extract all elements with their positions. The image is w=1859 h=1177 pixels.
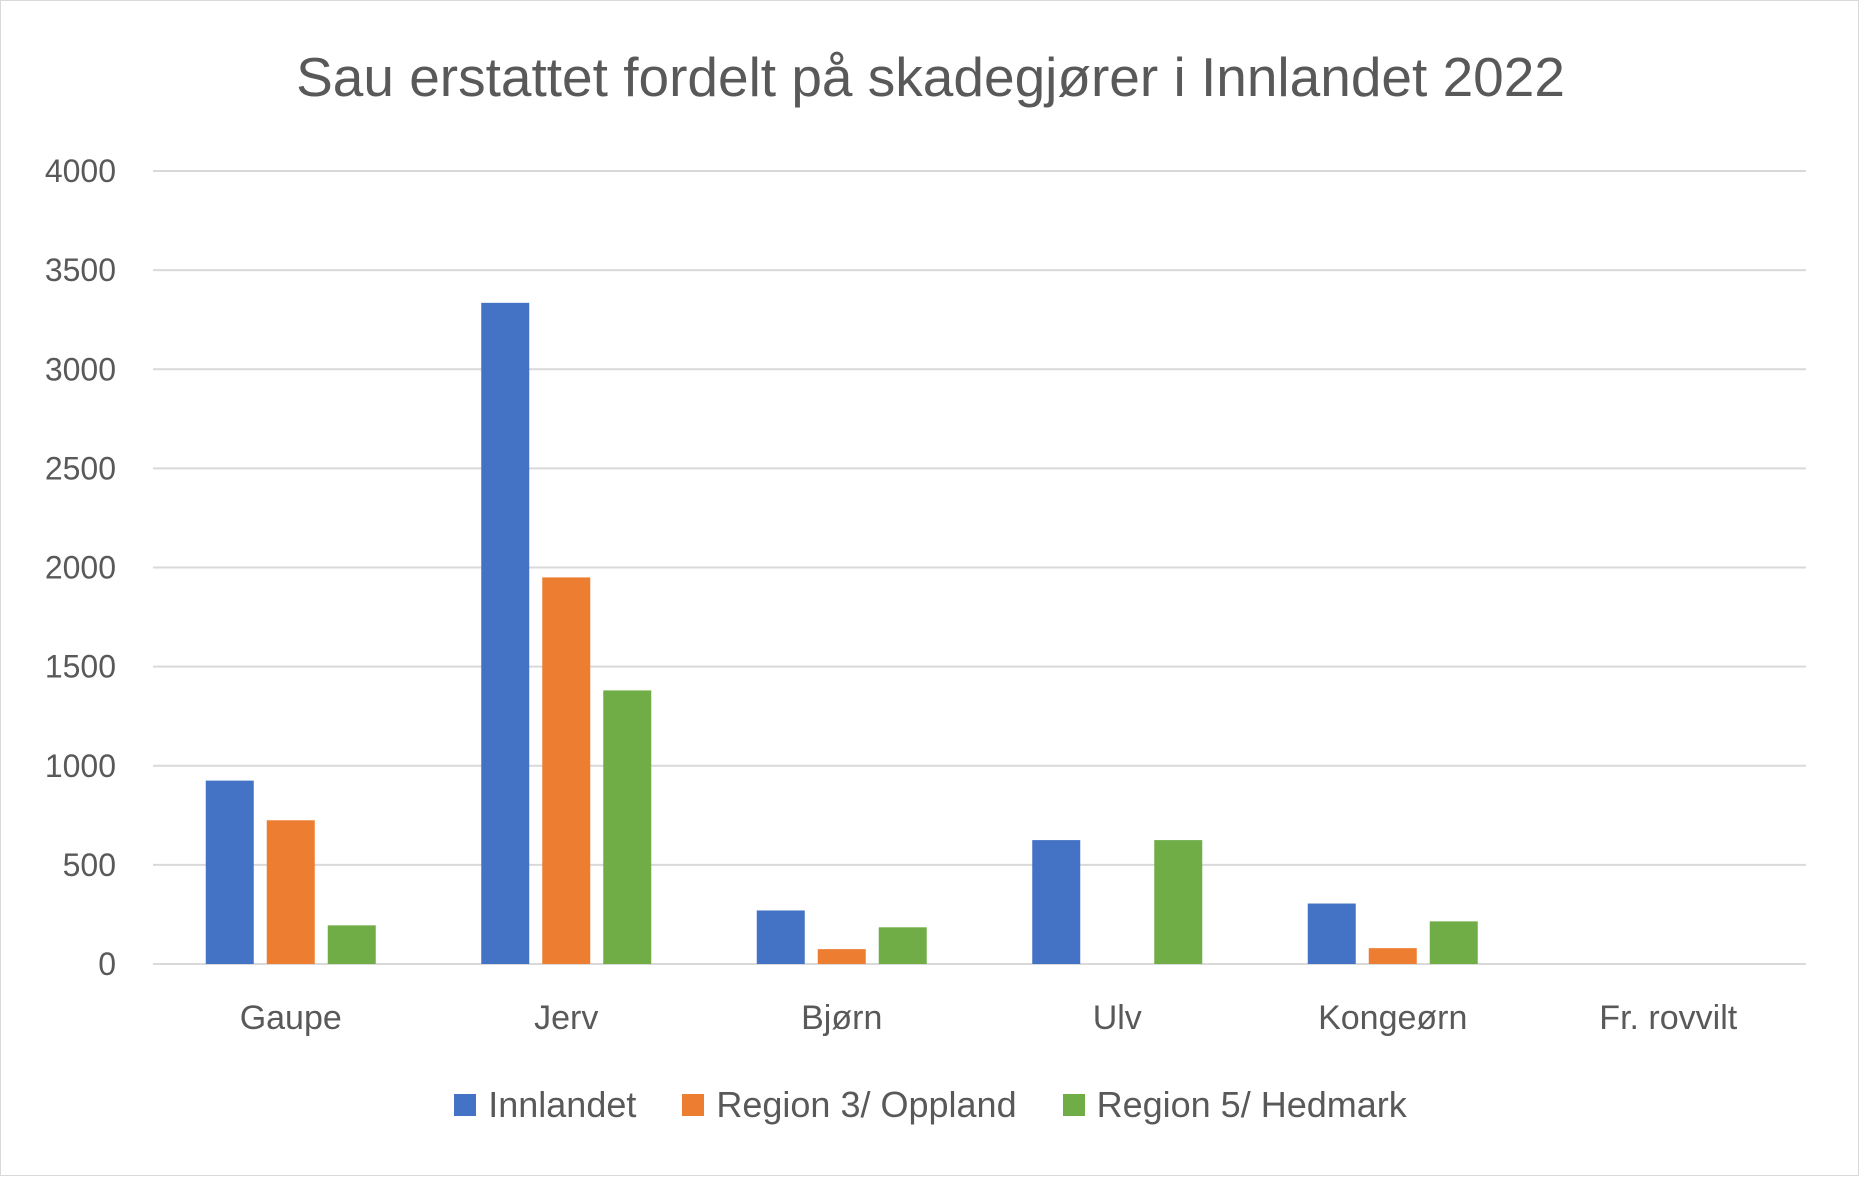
bar-kongeørn-series-2 xyxy=(1429,921,1478,964)
legend-item-innlandet: Innlandet xyxy=(454,1084,636,1126)
bar-jerv-series-2 xyxy=(603,690,652,964)
y-tick-label: 3500 xyxy=(45,252,116,288)
bar-jerv-series-0 xyxy=(481,302,530,964)
legend-item-hedmark: Region 5/ Hedmark xyxy=(1062,1084,1407,1126)
bar-kongeørn-series-1 xyxy=(1368,948,1417,964)
x-category-label: Bjørn xyxy=(801,999,882,1037)
bar-ulv-series-0 xyxy=(1032,840,1081,964)
bar-gaupe-series-0 xyxy=(205,780,254,964)
legend-label-oppland: Region 3/ Oppland xyxy=(716,1084,1017,1125)
y-tick-label: 4000 xyxy=(45,153,116,189)
bar-bjørn-series-0 xyxy=(756,910,805,964)
bar-bjørn-series-1 xyxy=(817,949,866,964)
x-axis-labels: Gaupe Jerv Bjørn Ulv Kongeørn Fr. rovvilt xyxy=(240,999,1738,1037)
bar-gaupe-series-1 xyxy=(266,820,315,964)
chart-title: Sau erstattet fordelt på skadegjører i I… xyxy=(296,46,1565,108)
legend-swatch-hedmark xyxy=(1062,1094,1085,1116)
y-axis-ticks: 0 500 1000 1500 2000 2500 3000 3500 4000 xyxy=(45,153,116,982)
bar-ulv-series-2 xyxy=(1154,840,1203,964)
y-tick-label: 1500 xyxy=(45,649,116,685)
bars xyxy=(205,302,1478,964)
bar-gaupe-series-2 xyxy=(327,925,376,964)
bar-bjørn-series-2 xyxy=(878,927,927,964)
legend-swatch-innlandet xyxy=(454,1094,477,1116)
x-category-label: Kongeørn xyxy=(1318,999,1467,1037)
y-tick-label: 2000 xyxy=(45,550,116,586)
bar-kongeørn-series-0 xyxy=(1307,903,1356,964)
y-tick-label: 2500 xyxy=(45,450,116,486)
legend: Innlandet Region 3/ Oppland Region 5/ He… xyxy=(1,1084,1859,1126)
y-tick-label: 3000 xyxy=(45,351,116,387)
x-category-label: Fr. rovvilt xyxy=(1599,999,1737,1037)
gridlines xyxy=(153,170,1806,965)
x-category-label: Ulv xyxy=(1093,999,1142,1037)
legend-label-innlandet: Innlandet xyxy=(488,1084,637,1125)
y-tick-label: 1000 xyxy=(45,748,116,784)
legend-label-hedmark: Region 5/ Hedmark xyxy=(1096,1084,1407,1125)
bar-jerv-series-1 xyxy=(542,577,591,964)
x-category-label: Gaupe xyxy=(240,999,342,1037)
legend-item-oppland: Region 3/ Oppland xyxy=(682,1084,1017,1126)
y-tick-label: 500 xyxy=(63,847,116,883)
y-tick-label: 0 xyxy=(98,946,116,982)
x-category-label: Jerv xyxy=(534,999,598,1037)
legend-swatch-oppland xyxy=(682,1094,705,1116)
